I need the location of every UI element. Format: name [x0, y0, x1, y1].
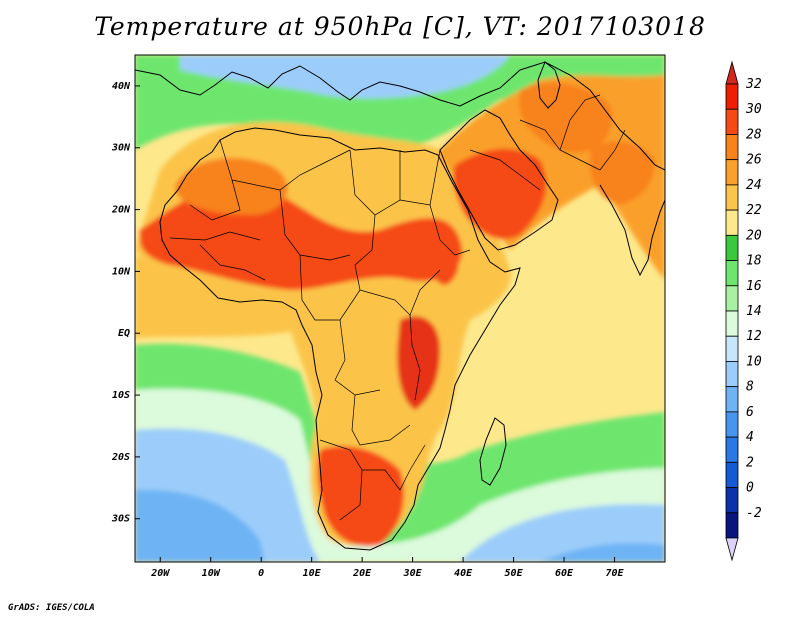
- lon-tick-label: 30E: [403, 568, 423, 579]
- colorbar-swatch: [725, 335, 739, 362]
- longitude-axis: 20W 10W 0 10E 20E 30E 40E 50E 60E 70E: [150, 557, 625, 579]
- colorbar-swatch: [725, 83, 739, 110]
- colorbar-label: 6: [746, 405, 754, 420]
- colorbar-label: 22: [746, 203, 762, 218]
- lat-tick-label: 10S: [112, 390, 130, 401]
- colorbar-top-arrow: [725, 60, 739, 85]
- india-hot-core: [589, 141, 655, 205]
- colorbar-label: 4: [746, 430, 754, 445]
- colorbar-label: -2: [746, 506, 762, 521]
- caspian-coastline: [537, 61, 561, 109]
- footer-credit: GrADS: IGES/COLA: [8, 603, 95, 613]
- colorbar-label: 24: [746, 178, 762, 193]
- lon-tick-label: 60E: [555, 568, 574, 579]
- lon-tick-label: 50E: [505, 568, 524, 579]
- india-coastline: [599, 184, 665, 277]
- lon-tick-label: 10E: [303, 568, 322, 579]
- red-sea-hot-core: [428, 227, 459, 285]
- coastlines: [135, 61, 665, 551]
- southern-blue-band: [135, 428, 665, 562]
- colorbar-label: 10: [746, 354, 762, 369]
- lon-tick-label: 20E: [352, 568, 372, 579]
- colorbar-label: 14: [746, 304, 762, 319]
- colorbar-swatch: [725, 134, 739, 161]
- colorbar-label: 20: [746, 228, 762, 243]
- temperature-field: [135, 55, 665, 562]
- colorbar-swatch: [725, 260, 739, 287]
- colorbar-swatch: [725, 436, 739, 463]
- colorbar-label: 12: [746, 329, 762, 344]
- country-borders: [169, 94, 626, 521]
- map-frame: [134, 54, 666, 563]
- southern-deep-band: [135, 489, 665, 562]
- colorbar-swatch: [725, 184, 739, 211]
- colorbar-swatch: [725, 386, 739, 413]
- colorbar-label: 32: [745, 77, 762, 92]
- latitude-axis: 40N 30N 20N 10N EQ 10S 20S 30S: [111, 81, 140, 525]
- colorbar-swatch: [725, 310, 739, 337]
- lon-tick-label: 20W: [150, 568, 170, 579]
- colorbar-swatch: [725, 487, 739, 514]
- lon-tick-label: 70E: [605, 568, 624, 579]
- lat-tick-label: EQ: [118, 328, 130, 339]
- madagascar-coastline: [479, 417, 507, 486]
- colorbar-label: 0: [746, 481, 754, 496]
- colorbar-label: 16: [746, 279, 762, 294]
- colorbar-label: 28: [746, 127, 762, 142]
- colorbar-swatch: [725, 159, 739, 186]
- colorbar-label: 26: [746, 153, 762, 168]
- lat-tick-label: 20N: [111, 205, 131, 216]
- map-plot-area: [135, 55, 665, 562]
- colorbar-label: 2: [746, 455, 754, 470]
- colorbar-swatch: [725, 461, 739, 488]
- chart-title: Temperature at 950hPa [C], VT: 201710301…: [94, 12, 706, 41]
- lat-tick-label: 40N: [112, 81, 131, 92]
- colorbar-bottom-arrow: [725, 537, 739, 562]
- lon-tick-label: 0: [258, 568, 264, 579]
- colorbar-swatch: [725, 361, 739, 388]
- colorbar-swatch: [725, 234, 739, 261]
- lon-tick-label: 10W: [202, 568, 221, 579]
- colorbar-swatch: [725, 108, 739, 135]
- sahara-hot-core: [175, 157, 288, 215]
- africa-coastline: [159, 127, 521, 551]
- lat-tick-label: 20S: [111, 452, 130, 463]
- colorbar-swatch: [725, 209, 739, 236]
- colorbar-label: 30: [745, 102, 762, 117]
- north-coastline: [135, 61, 665, 171]
- lat-tick-label: 30N: [111, 143, 131, 154]
- colorbar-swatch: [725, 285, 739, 312]
- colorbar-swatch: [725, 411, 739, 438]
- northern-blue-band: [180, 55, 510, 99]
- lat-tick-label: 10N: [112, 266, 131, 277]
- lon-tick-label: 40E: [454, 568, 473, 579]
- arabia-hot-core: [453, 148, 547, 239]
- east-africa-hot-core: [397, 316, 440, 410]
- colorbar-swatch: [725, 512, 739, 539]
- arabia-coastline: [439, 109, 559, 251]
- colorbar-label: 8: [746, 380, 754, 395]
- lat-tick-label: 30S: [111, 514, 130, 525]
- colorbar-label: 18: [746, 254, 762, 269]
